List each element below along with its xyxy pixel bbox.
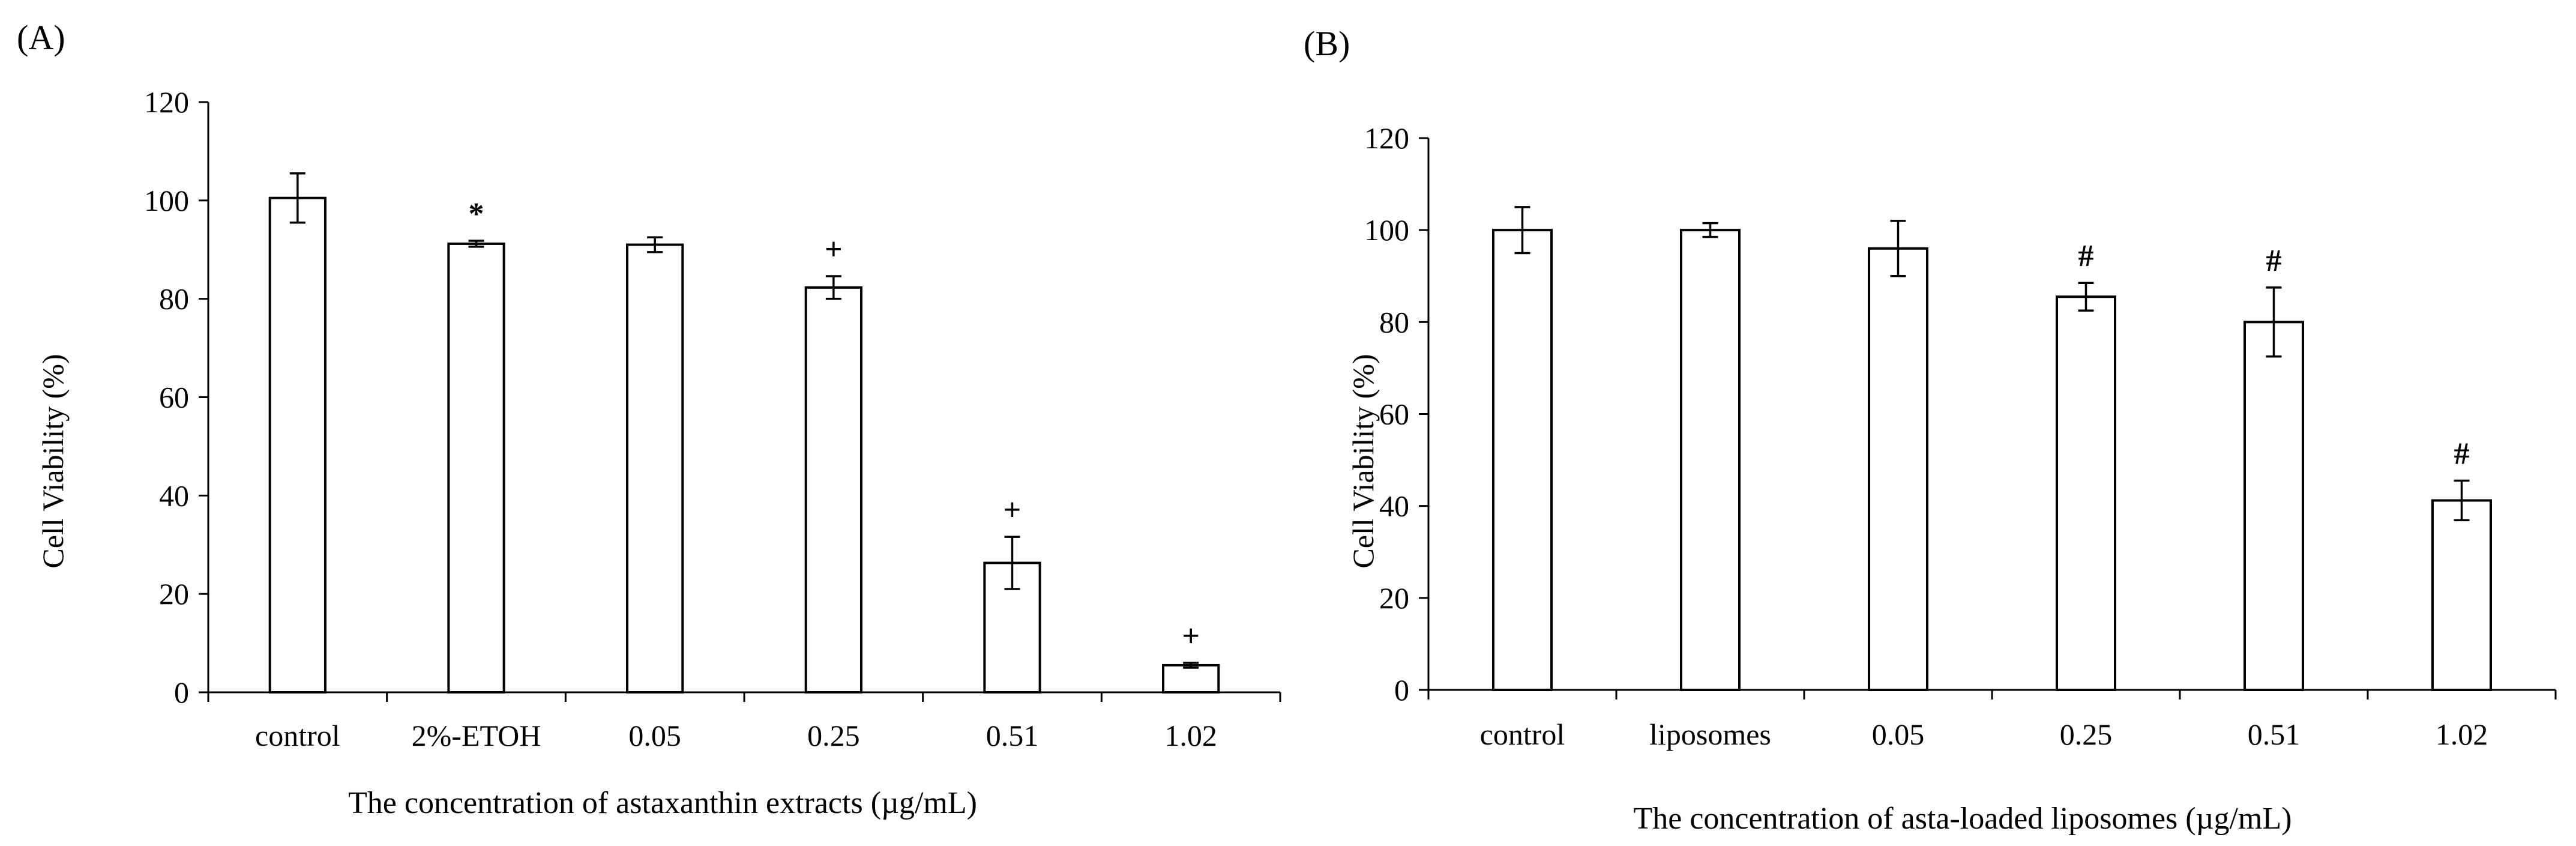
x-tick-label: 2%-ETOH [412,719,541,752]
y-tick-label: 60 [1379,397,1409,431]
x-tick-label: 0.51 [2248,718,2301,751]
y-axis-title: Cell Viability (%) [1346,354,1380,568]
x-tick-label: 0.51 [986,719,1039,752]
significance-marker: # [2078,239,2094,273]
bar [1491,229,1553,691]
bar [1679,229,1741,691]
x-tick-label: 0.25 [2060,718,2113,751]
y-tick-label: 100 [144,184,189,217]
plot-area: 0 20 40 60 80 100 120 control liposomes 0.05 #0.25… [1364,121,2557,751]
significance-marker: + [1004,493,1022,527]
y-tick-label: 20 [1379,581,1409,615]
x-axis-title: The concentration of asta-loaded liposom… [1633,802,2292,836]
chart-panel-b: (B) Cell Viability (%) The concentration… [1304,24,2557,836]
bar [626,243,684,693]
bar [1162,663,1220,693]
y-tick-label: 120 [1364,121,1409,155]
significance-marker: + [825,232,843,267]
x-tick-label: 1.02 [1164,719,1217,752]
bar [2431,499,2493,692]
x-axis-title: The concentration of astaxanthin extract… [348,786,977,820]
x-tick-label: 0.05 [1872,718,1925,751]
y-tick-label: 0 [174,675,189,709]
significance-marker: # [2266,244,2282,278]
y-tick-label: 100 [1364,213,1409,247]
x-tick-label: control [255,719,340,752]
significance-marker: # [2454,437,2470,471]
bar [804,286,862,694]
panel-label: (B) [1304,24,1350,63]
y-tick-label: 80 [159,282,189,316]
bar [2055,295,2117,691]
y-tick-label: 60 [159,381,189,414]
x-tick-label: liposomes [1649,718,1771,751]
y-tick-label: 40 [1379,489,1409,523]
plot-area: 0 20 40 60 80 100 120 control * 2%-ETOH 0.05 +0.25 +… [144,85,1281,752]
x-tick-label: 0.05 [628,719,681,752]
y-tick-label: 120 [144,85,189,119]
significance-marker: + [1182,619,1200,653]
y-tick-label: 20 [159,577,189,611]
x-tick-label: control [1480,718,1565,751]
y-tick-label: 0 [1394,673,1409,707]
bar [447,242,505,694]
bar [2243,321,2305,691]
y-axis-title: Cell Viability (%) [36,354,70,568]
chart-panel-a: (A) Cell Viability (%) The concentration… [17,18,1281,820]
x-tick-label: 1.02 [2436,718,2488,751]
x-tick-label: 0.25 [807,719,860,752]
bar [1867,247,1929,691]
significance-marker: * [469,197,484,231]
y-tick-label: 40 [159,479,189,512]
bar [268,196,327,693]
y-tick-label: 80 [1379,305,1409,339]
panel-label: (A) [17,18,65,57]
